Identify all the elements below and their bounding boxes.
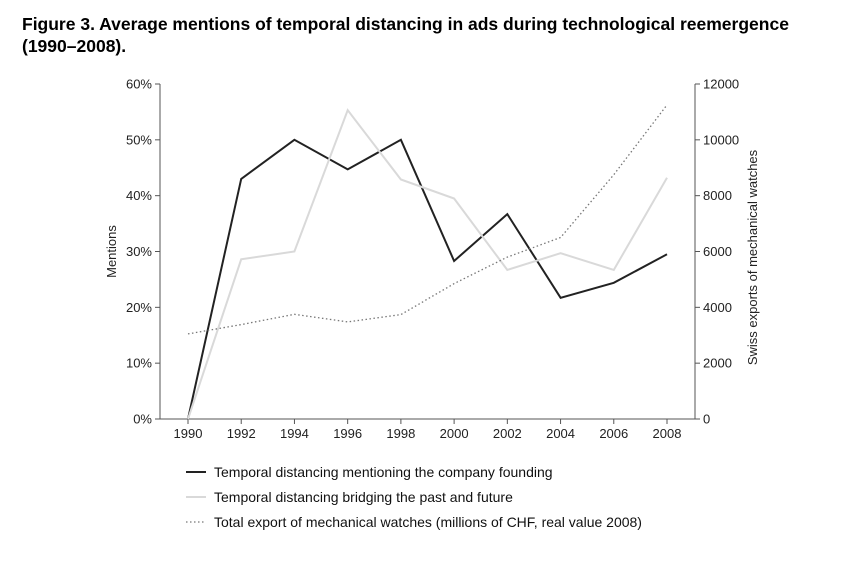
x-tick-label: 2004 (546, 426, 575, 441)
left-tick-label: 60% (126, 77, 152, 92)
left-tick-label: 50% (126, 132, 152, 147)
right-tick-label: 4000 (703, 300, 732, 315)
legend-label-2: Temporal distancing bridging the past an… (214, 489, 513, 505)
x-tick-label: 1990 (174, 426, 203, 441)
x-tick-label: 1998 (386, 426, 415, 441)
left-tick-label: 40% (126, 188, 152, 203)
y-axis-label: Mentions (104, 225, 119, 278)
right-tick-label: 2000 (703, 356, 732, 371)
legend-label-1: Temporal distancing mentioning the compa… (214, 464, 553, 480)
right-tick-label: 12000 (703, 77, 739, 92)
x-tick-label: 1996 (333, 426, 362, 441)
right-tick-label: 6000 (703, 244, 732, 259)
series-lines (187, 104, 668, 420)
y2-axis-label: Swiss exports of mechanical watches (745, 149, 760, 365)
left-tick-label: 0% (133, 412, 152, 427)
series-line-1 (187, 138, 668, 420)
right-tick-label: 0 (703, 412, 710, 427)
legend-label-3: Total export of mechanical watches (mill… (214, 514, 642, 530)
right-tick-label: 8000 (703, 188, 732, 203)
left-tick-label: 30% (126, 244, 152, 259)
axes: 0% 10% 20% 30% 40% 50% 60% 0 2000 4000 6000 8000 100… (104, 77, 760, 442)
x-tick-label: 1992 (227, 426, 256, 441)
left-tick-label: 20% (126, 300, 152, 315)
legend: Temporal distancing mentioning the compa… (186, 464, 642, 530)
series-line-3 (187, 104, 668, 335)
chart-title: Figure 3. Average mentions of temporal d… (22, 14, 789, 56)
left-tick-label: 10% (126, 356, 152, 371)
x-tick-label: 2002 (493, 426, 522, 441)
x-tick-label: 2000 (440, 426, 469, 441)
right-tick-label: 10000 (703, 132, 739, 147)
series-line-2 (187, 108, 668, 420)
x-tick-label: 2006 (599, 426, 628, 441)
x-tick-label: 1994 (280, 426, 309, 441)
x-tick-label: 2008 (653, 426, 682, 441)
